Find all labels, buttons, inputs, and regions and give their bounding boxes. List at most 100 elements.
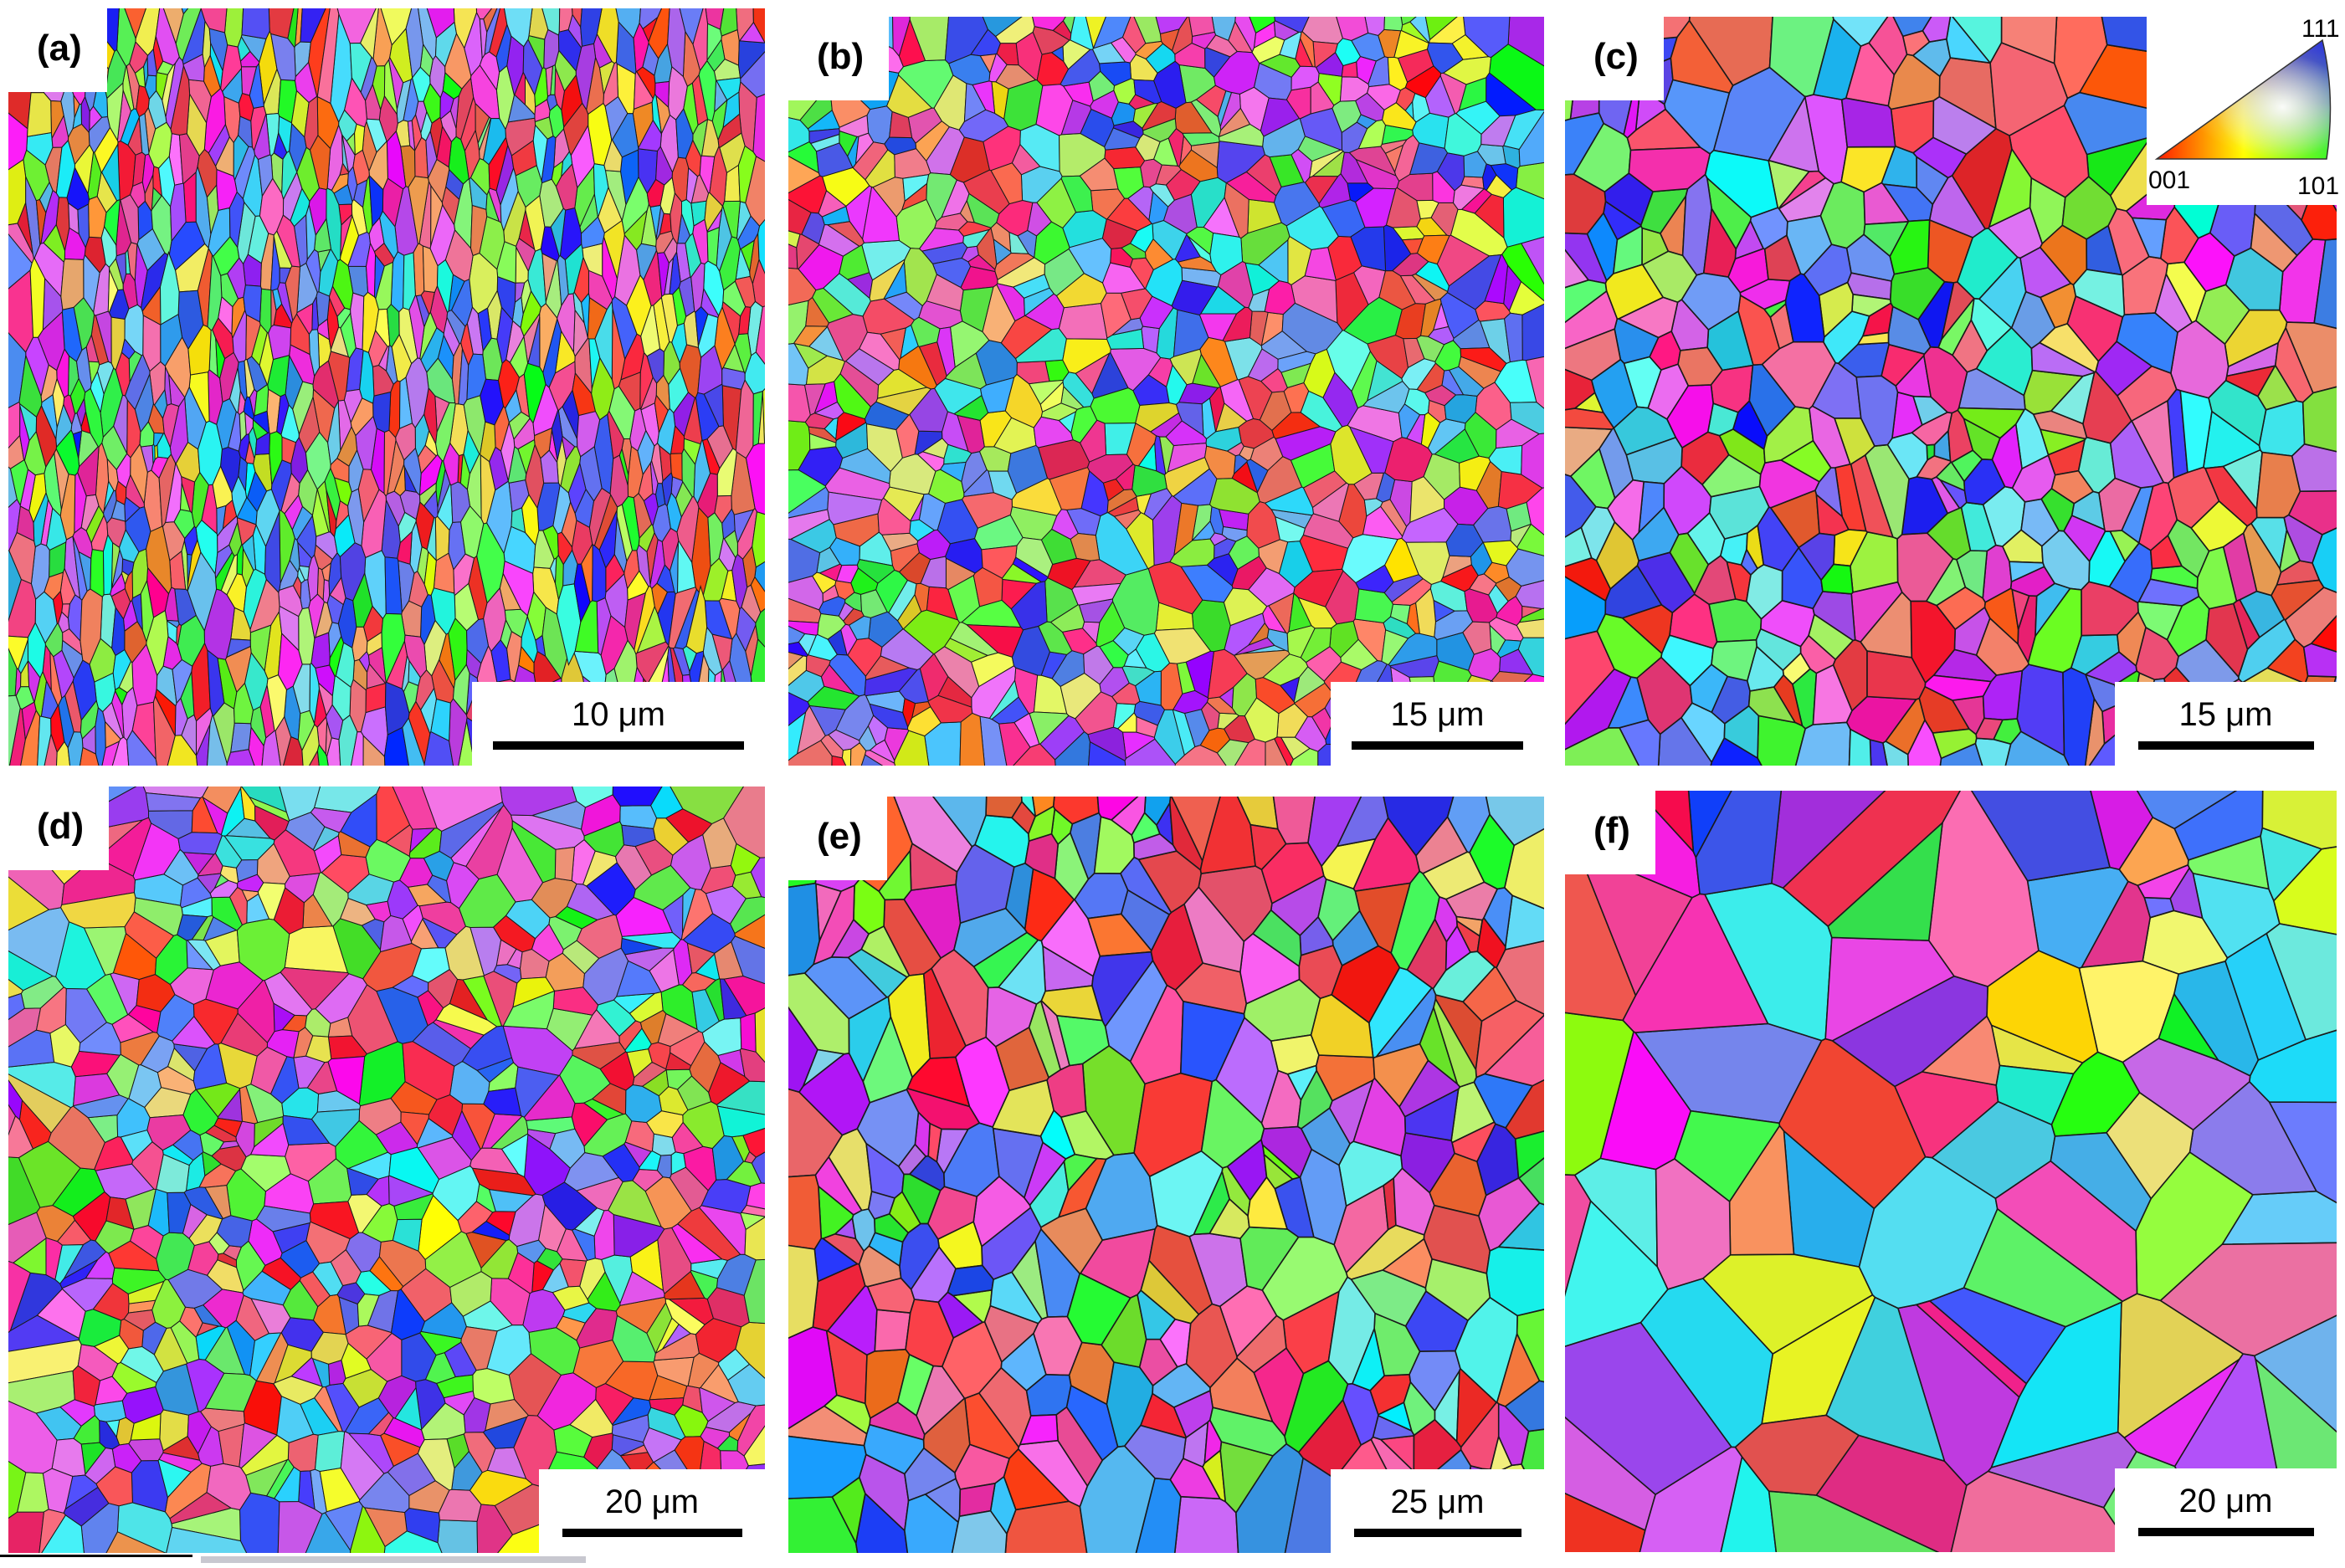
ebsd-map-panel-a: (a) 10 μm bbox=[8, 8, 765, 766]
grain bbox=[463, 1432, 496, 1473]
grain bbox=[182, 1089, 218, 1136]
panel-label-d: (d) bbox=[8, 787, 110, 870]
scale-label-a: 10 μm bbox=[572, 696, 665, 733]
grain bbox=[124, 8, 146, 40]
grain bbox=[348, 448, 364, 493]
grain bbox=[1452, 184, 1485, 210]
grain bbox=[1219, 91, 1241, 131]
grain bbox=[417, 1438, 455, 1491]
grain bbox=[60, 892, 136, 929]
grain bbox=[1106, 489, 1137, 514]
grain bbox=[640, 305, 661, 357]
grain bbox=[586, 55, 604, 115]
grain bbox=[1868, 17, 1908, 76]
grain bbox=[1848, 728, 1872, 766]
grain bbox=[2224, 932, 2307, 1061]
grain bbox=[983, 126, 1021, 172]
grain bbox=[2011, 454, 2056, 503]
grain bbox=[1820, 563, 1854, 595]
grain bbox=[1310, 81, 1335, 115]
grain bbox=[124, 911, 175, 959]
grain bbox=[1233, 649, 1291, 680]
grain bbox=[740, 1012, 757, 1053]
grain bbox=[1723, 705, 1760, 760]
grain bbox=[141, 252, 169, 312]
grain bbox=[1924, 674, 1993, 701]
grain bbox=[972, 80, 996, 115]
grain bbox=[166, 1526, 248, 1553]
ebsd-map-panel-d: (d) 20 μm bbox=[8, 787, 765, 1553]
grain bbox=[417, 1136, 472, 1181]
grain bbox=[1247, 622, 1270, 647]
grain bbox=[752, 511, 765, 568]
grain bbox=[944, 17, 988, 64]
grain bbox=[718, 537, 736, 571]
grain bbox=[1565, 726, 1639, 766]
grain bbox=[239, 1492, 280, 1553]
grain bbox=[788, 692, 810, 726]
grain bbox=[249, 578, 280, 633]
grain bbox=[2274, 325, 2314, 403]
grain-cells-d bbox=[8, 787, 765, 1553]
grain bbox=[1932, 95, 1997, 156]
grain bbox=[959, 286, 994, 333]
grain bbox=[646, 1302, 673, 1355]
grain bbox=[1224, 182, 1249, 239]
grain bbox=[975, 340, 1018, 386]
grain bbox=[979, 54, 997, 74]
grain bbox=[1032, 17, 1066, 31]
grain bbox=[1133, 17, 1162, 44]
grain bbox=[514, 71, 526, 106]
grain bbox=[379, 210, 398, 259]
grain bbox=[1975, 617, 2029, 676]
grain bbox=[290, 313, 310, 356]
grain bbox=[470, 926, 502, 976]
grain bbox=[311, 295, 319, 331]
grain bbox=[1280, 362, 1312, 389]
grain bbox=[232, 309, 247, 363]
grain bbox=[1856, 331, 1890, 346]
grain bbox=[1680, 272, 1742, 331]
grain bbox=[103, 479, 115, 512]
grain bbox=[1565, 328, 1622, 382]
grain bbox=[387, 1453, 436, 1497]
grain bbox=[545, 65, 553, 97]
grain bbox=[299, 565, 310, 581]
grain bbox=[527, 316, 541, 368]
grain bbox=[1963, 1207, 2124, 1328]
grain bbox=[592, 544, 607, 602]
grain bbox=[327, 1056, 366, 1105]
grain bbox=[127, 242, 138, 283]
grain bbox=[430, 698, 451, 742]
grain bbox=[1355, 564, 1394, 593]
grain bbox=[110, 500, 126, 522]
grain bbox=[1273, 182, 1321, 227]
grain bbox=[1677, 346, 1723, 387]
grain bbox=[276, 214, 301, 268]
grain bbox=[60, 258, 85, 310]
grain bbox=[1238, 376, 1273, 421]
grain bbox=[883, 260, 907, 300]
grain bbox=[170, 64, 191, 136]
grain bbox=[255, 1205, 311, 1232]
grain bbox=[1162, 193, 1198, 234]
grain bbox=[856, 1089, 920, 1168]
ipf-triangle-outline bbox=[2154, 38, 2332, 160]
grain bbox=[788, 1174, 823, 1250]
grain bbox=[550, 208, 567, 258]
grain bbox=[335, 642, 355, 689]
grain bbox=[357, 1293, 380, 1327]
grain bbox=[540, 449, 559, 484]
grain bbox=[1813, 18, 1862, 100]
grain bbox=[1855, 375, 1899, 447]
grain bbox=[1704, 149, 1779, 218]
grain bbox=[1101, 218, 1138, 249]
grain bbox=[179, 877, 213, 909]
grain bbox=[166, 619, 180, 628]
grain bbox=[479, 51, 500, 91]
grain bbox=[196, 707, 213, 756]
grain bbox=[812, 884, 855, 966]
grain bbox=[1521, 433, 1544, 489]
grain bbox=[1420, 412, 1441, 449]
grain bbox=[716, 77, 741, 101]
